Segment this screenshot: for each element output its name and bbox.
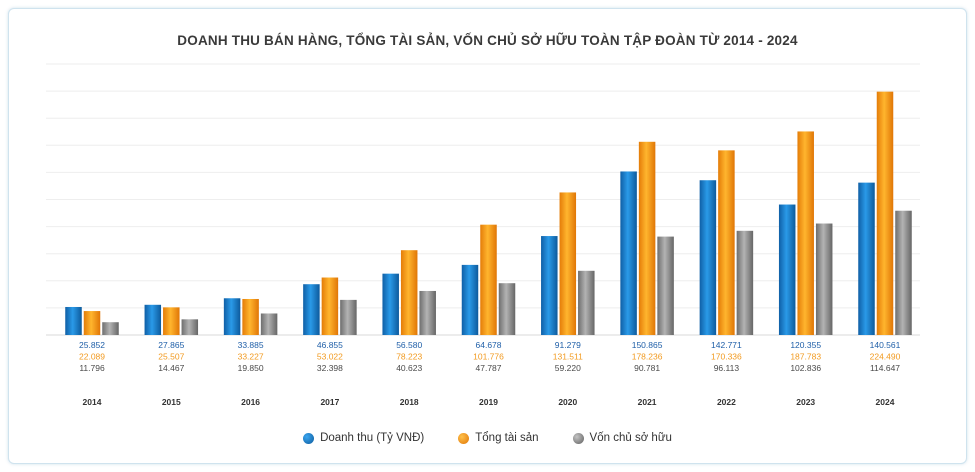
bar-2020-series-1 bbox=[559, 192, 577, 335]
value-label-2020-series-1: 131.511 bbox=[553, 352, 583, 362]
year-label-2018: 2018 bbox=[400, 397, 419, 407]
value-label-2018-series-0: 56.580 bbox=[396, 340, 422, 350]
value-label-2021-series-0: 150.865 bbox=[632, 340, 663, 350]
year-label-2022: 2022 bbox=[717, 397, 736, 407]
bars bbox=[65, 91, 912, 336]
value-label-2021-series-2: 90.781 bbox=[634, 363, 660, 373]
value-label-2016-series-1: 33.227 bbox=[238, 352, 264, 362]
bar-2015-series-0 bbox=[144, 304, 162, 335]
value-label-2017-series-0: 46.855 bbox=[317, 340, 343, 350]
year-label-2019: 2019 bbox=[479, 397, 498, 407]
bar-2019-series-2 bbox=[498, 283, 516, 335]
value-label-2017-series-2: 32.398 bbox=[317, 363, 343, 373]
bar-2015-series-1 bbox=[163, 307, 180, 335]
legend-item-doanh-thu: Doanh thu (Tỷ VNĐ) bbox=[303, 432, 424, 444]
value-label-2020-series-0: 91.279 bbox=[555, 340, 581, 350]
year-label-2020: 2020 bbox=[558, 397, 577, 407]
year-label-2015: 2015 bbox=[162, 397, 181, 407]
bar-2022-series-0 bbox=[699, 180, 717, 335]
value-label-2015-series-0: 27.865 bbox=[158, 340, 184, 350]
legend: Doanh thu (Tỷ VNĐ) Tổng tài sản Vốn chủ … bbox=[0, 432, 975, 444]
legend-swatch-blue bbox=[303, 432, 315, 444]
value-label-2022-series-0: 142.771 bbox=[711, 340, 742, 350]
bar-2019-series-1 bbox=[480, 224, 497, 335]
value-label-2015-series-1: 25.507 bbox=[158, 352, 184, 362]
year-label-2016: 2016 bbox=[241, 397, 260, 407]
bar-2018-series-2 bbox=[419, 290, 436, 335]
legend-item-tong-tai-san: Tổng tài sản bbox=[458, 432, 539, 444]
bar-2024-series-2 bbox=[895, 210, 912, 335]
bar-2024-series-0 bbox=[858, 182, 875, 335]
value-label-2021-series-1: 178.236 bbox=[632, 352, 663, 362]
legend-label-doanh-thu: Doanh thu (Tỷ VNĐ) bbox=[320, 432, 425, 444]
value-label-2023-series-0: 120.355 bbox=[790, 340, 821, 350]
year-label-2023: 2023 bbox=[796, 397, 815, 407]
legend-swatch-gray bbox=[572, 432, 584, 444]
bar-2023-series-2 bbox=[815, 223, 833, 335]
value-label-2014-series-2: 11.796 bbox=[79, 363, 105, 373]
legend-swatch-orange bbox=[458, 432, 470, 444]
value-label-2022-series-1: 170.336 bbox=[711, 352, 742, 362]
bar-2014-series-2 bbox=[102, 322, 119, 335]
year-labels: 2014 2015 2016 2017 2018 2019 2020 2021 2022 2023… bbox=[83, 397, 895, 407]
legend-item-von-chu-so-huu: Vốn chủ sở hữu bbox=[572, 432, 672, 444]
bar-2022-series-2 bbox=[736, 230, 754, 335]
value-label-2020-series-2: 59.220 bbox=[555, 363, 581, 373]
bar-2017-series-2 bbox=[340, 299, 357, 335]
value-label-2024-series-0: 140.561 bbox=[870, 340, 901, 350]
bar-2017-series-0 bbox=[303, 284, 320, 335]
value-label-2017-series-1: 53.022 bbox=[317, 352, 343, 362]
chart-title: DOANH THU BÁN HÀNG, TỔNG TÀI SẢN, VỐN CH… bbox=[177, 33, 798, 48]
value-label-2015-series-2: 14.467 bbox=[158, 363, 184, 373]
value-label-2023-series-1: 187.783 bbox=[790, 352, 821, 362]
bar-2023-series-1 bbox=[797, 131, 814, 335]
bar-2021-series-2 bbox=[657, 236, 674, 335]
bar-2024-series-1 bbox=[876, 91, 894, 336]
bar-2020-series-0 bbox=[541, 236, 558, 335]
value-label-2019-series-2: 47.787 bbox=[476, 363, 502, 373]
bar-2019-series-0 bbox=[461, 264, 479, 335]
value-label-2018-series-1: 78.223 bbox=[396, 352, 422, 362]
value-label-2019-series-1: 101.776 bbox=[473, 352, 504, 362]
value-label-2019-series-0: 64.678 bbox=[476, 340, 502, 350]
value-label-2024-series-2: 114.647 bbox=[870, 363, 900, 373]
year-label-2021: 2021 bbox=[638, 397, 657, 407]
year-label-2017: 2017 bbox=[320, 397, 339, 407]
bar-2020-series-2 bbox=[578, 270, 595, 335]
bar-2016-series-0 bbox=[223, 298, 241, 335]
bar-2022-series-1 bbox=[718, 150, 735, 335]
year-label-2024: 2024 bbox=[876, 397, 895, 407]
bar-2014-series-1 bbox=[83, 311, 101, 335]
bar-2018-series-0 bbox=[382, 273, 399, 335]
bar-2014-series-0 bbox=[65, 306, 82, 335]
gridlines bbox=[46, 63, 920, 336]
bar-2016-series-1 bbox=[242, 298, 259, 335]
value-label-2016-series-0: 33.885 bbox=[238, 340, 264, 350]
value-label-2016-series-2: 19.850 bbox=[238, 363, 264, 373]
year-label-2014: 2014 bbox=[83, 397, 102, 407]
bar-2021-series-1 bbox=[638, 141, 656, 335]
value-label-2014-series-0: 25.852 bbox=[79, 340, 105, 350]
value-label-2023-series-2: 102.836 bbox=[790, 363, 821, 373]
bar-2015-series-2 bbox=[181, 319, 199, 335]
bar-2016-series-2 bbox=[260, 313, 278, 335]
bar-2018-series-1 bbox=[400, 250, 418, 335]
bar-2017-series-1 bbox=[321, 277, 339, 335]
value-label-2018-series-2: 40.623 bbox=[396, 363, 422, 373]
value-label-2024-series-1: 224.490 bbox=[870, 352, 901, 362]
legend-label-tong-tai-san: Tổng tài sản bbox=[475, 432, 539, 444]
value-label-2022-series-2: 96.113 bbox=[714, 363, 740, 373]
legend-label-von-chu-so-huu: Vốn chủ sở hữu bbox=[589, 432, 672, 444]
bar-2023-series-0 bbox=[778, 204, 796, 335]
bar-2021-series-0 bbox=[620, 171, 637, 335]
value-label-2014-series-1: 22.089 bbox=[79, 352, 105, 362]
